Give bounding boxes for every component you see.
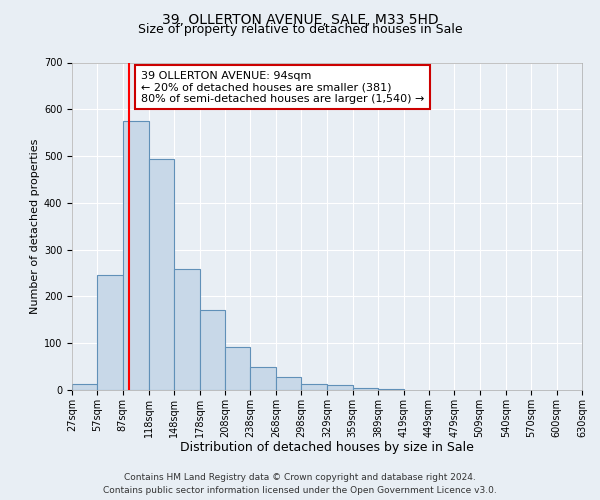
Text: 39 OLLERTON AVENUE: 94sqm
← 20% of detached houses are smaller (381)
80% of semi: 39 OLLERTON AVENUE: 94sqm ← 20% of detac…	[141, 70, 424, 104]
Bar	[149, 160, 175, 390]
Bar	[200, 310, 225, 390]
Bar	[250, 366, 276, 390]
Bar	[328, 386, 353, 390]
Bar	[276, 378, 301, 390]
Bar	[378, 388, 404, 390]
Bar	[353, 388, 378, 390]
Bar	[225, 347, 250, 390]
Text: 39, OLLERTON AVENUE, SALE, M33 5HD: 39, OLLERTON AVENUE, SALE, M33 5HD	[161, 12, 439, 26]
Y-axis label: Number of detached properties: Number of detached properties	[29, 138, 40, 314]
Bar	[175, 270, 200, 390]
Bar	[123, 121, 149, 390]
Bar	[301, 384, 328, 390]
Bar	[97, 276, 123, 390]
X-axis label: Distribution of detached houses by size in Sale: Distribution of detached houses by size …	[180, 441, 474, 454]
Text: Size of property relative to detached houses in Sale: Size of property relative to detached ho…	[137, 22, 463, 36]
Text: Contains HM Land Registry data © Crown copyright and database right 2024.
Contai: Contains HM Land Registry data © Crown c…	[103, 474, 497, 495]
Bar	[72, 384, 97, 390]
